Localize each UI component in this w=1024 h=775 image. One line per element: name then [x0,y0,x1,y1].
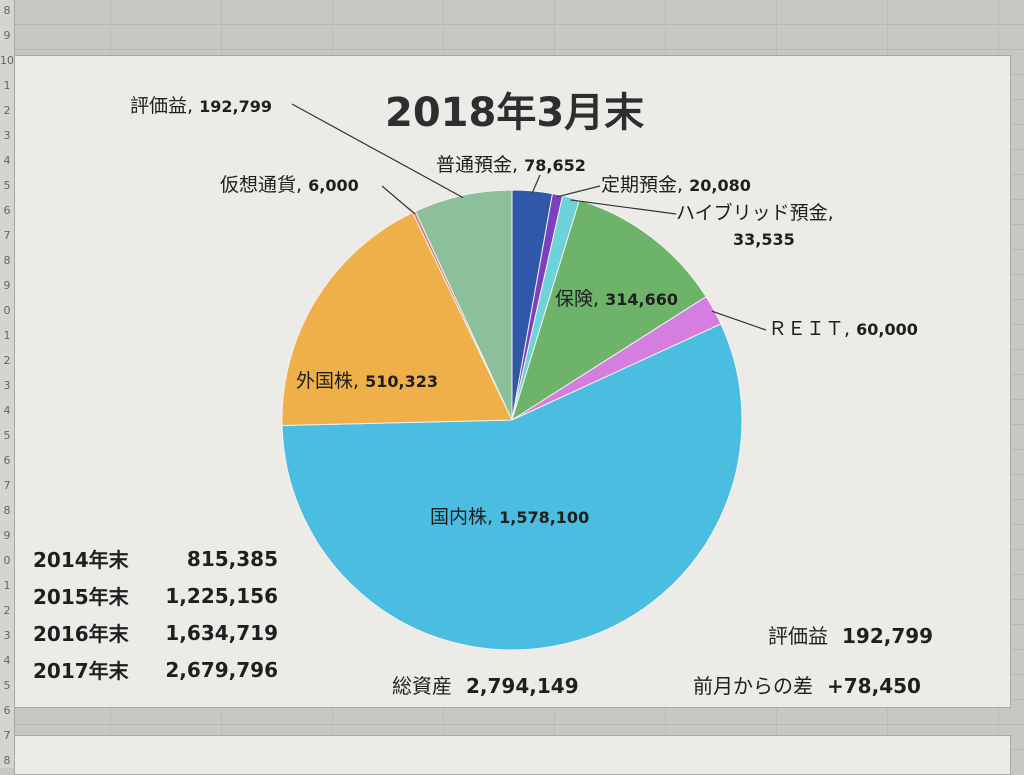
row-number[interactable]: 6 [3,454,11,467]
row-number[interactable]: 8 [3,504,11,517]
pie-slice [414,189,513,421]
row-number[interactable]: 10 [0,54,14,67]
history-year: 2015年末 [33,585,129,609]
monthly-diff: 前月からの差 +78,450 [693,670,921,699]
label-gaikoku-kabu: 外国株, 510,323 [296,370,438,392]
history-value: 1,225,156 [165,583,278,608]
row-number[interactable]: 3 [3,629,11,642]
leader-line [291,103,464,199]
row-number[interactable]: 1 [3,329,11,342]
leader-line [570,199,677,215]
history-year: 2014年末 [33,548,129,572]
label-kokunai-kabu: 国内株, 1,578,100 [430,506,590,528]
valuation-gain: 評価益 192,799 [768,620,933,649]
total-assets-label: 総資産 [392,674,452,698]
label-teiki-yokin: 定期預金, 20,080 [601,174,751,196]
monthly-diff-label: 前月からの差 [693,674,813,698]
row-number[interactable]: 7 [3,479,11,492]
row-number[interactable]: 7 [3,729,11,742]
pie-slice [281,323,743,651]
row-number[interactable]: 6 [3,204,11,217]
label-kaso-tsuka: 仮想通貨, 6,000 [220,174,359,196]
history-value: 1,634,719 [165,620,278,645]
row-number[interactable]: 5 [3,679,11,692]
row-number[interactable]: 5 [3,429,11,442]
history-table: 2014年末 815,385 2015年末 1,225,156 2016年末 1… [33,540,278,688]
total-assets-value: 2,794,149 [466,674,579,698]
row-number[interactable]: 2 [3,104,11,117]
row-number[interactable]: 8 [3,754,11,767]
history-year: 2016年末 [33,622,129,646]
history-row: 2017年末 2,679,796 [33,651,278,688]
history-value: 815,385 [186,546,278,571]
leader-line [556,185,601,198]
row-number[interactable]: 0 [3,304,11,317]
row-number[interactable]: 9 [3,29,11,42]
row-number[interactable]: 9 [3,529,11,542]
row-number[interactable]: 2 [3,354,11,367]
row-number[interactable]: 1 [3,79,11,92]
row-number[interactable]: 2 [3,604,11,617]
valuation-gain-label: 評価益 [768,624,828,648]
history-row: 2014年末 815,385 [33,540,278,577]
row-number[interactable]: 3 [3,379,11,392]
pie-slice [281,211,513,426]
row-number[interactable]: 1 [3,579,11,592]
total-assets: 総資産 2,794,149 [392,670,579,699]
label-hybrid-yokin-value: 33,535 [733,230,795,249]
row-number[interactable]: 9 [3,279,11,292]
row-number[interactable]: 3 [3,129,11,142]
row-number[interactable]: 6 [3,704,11,717]
leader-line [381,185,416,215]
label-reit: ＲＥＩＴ, 60,000 [768,318,918,340]
row-number[interactable]: 8 [3,4,11,17]
label-hybrid-yokin: ハイブリッド預金, [676,202,834,224]
history-year: 2017年末 [33,659,129,683]
row-number[interactable]: 0 [3,554,11,567]
valuation-gain-value: 192,799 [842,624,934,648]
row-number[interactable]: 4 [3,654,11,667]
pie-slice [511,199,707,422]
label-futsu-yokin: 普通預金, 78,652 [436,154,586,176]
history-row: 2015年末 1,225,156 [33,577,278,614]
leader-line [531,174,541,194]
history-value: 2,679,796 [165,657,278,682]
row-number[interactable]: 8 [3,254,11,267]
row-number[interactable]: 7 [3,229,11,242]
chart-title: 2018年3月末 [385,90,645,136]
monthly-diff-value: +78,450 [827,674,921,698]
label-hoken: 保険, 314,660 [555,288,678,310]
history-row: 2016年末 1,634,719 [33,614,278,651]
row-number[interactable]: 4 [3,404,11,417]
row-header: 8 9 10 1 2 3 4 5 6 7 8 9 0 1 2 3 4 5 6 7 8 9 0 1 2 3 4 5 6 7 8 [0,0,15,768]
row-number[interactable]: 5 [3,179,11,192]
label-hyokaeki: 評価益, 192,799 [130,95,272,117]
row-number[interactable]: 4 [3,154,11,167]
leader-line [711,310,767,331]
